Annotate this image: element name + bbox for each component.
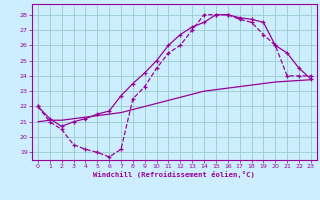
X-axis label: Windchill (Refroidissement éolien,°C): Windchill (Refroidissement éolien,°C) (93, 171, 255, 178)
